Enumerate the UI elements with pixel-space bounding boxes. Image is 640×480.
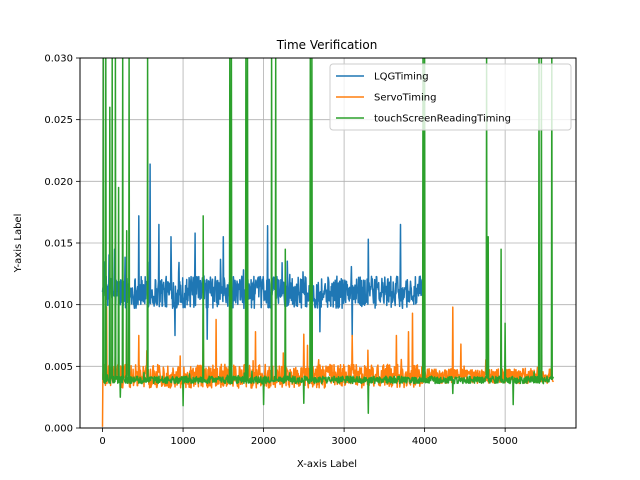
y-tick-label: 0.010: [44, 300, 73, 311]
legend-label: LQGTiming: [374, 72, 429, 83]
legend: LQGTiming ServoTiming touchScreenReadingTi…: [329, 63, 572, 131]
y-tick-label: 0.025: [44, 115, 73, 126]
x-tick-label: 2000: [251, 436, 276, 447]
legend-label: touchScreenReadingTiming: [374, 114, 511, 125]
y-tick-label: 0.005: [44, 362, 73, 373]
x-axis-ticks: 0 1000 2000 3000 4000 5000: [99, 428, 518, 447]
x-tick-label: 0: [99, 436, 105, 447]
x-tick-label: 5000: [492, 436, 517, 447]
series-group: [101, 58, 555, 427]
x-tick-label: 4000: [412, 436, 437, 447]
x-axis-label: X-axis Label: [297, 459, 357, 470]
y-tick-label: 0.020: [44, 177, 73, 188]
y-tick-label: 0.015: [44, 239, 73, 250]
legend-label: ServoTiming: [374, 93, 436, 104]
series-line-touchScreenReadingTiming: [102, 58, 555, 414]
x-tick-label: 3000: [331, 436, 356, 447]
series-line-LQGTiming: [101, 163, 426, 340]
y-tick-label: 0.000: [44, 424, 73, 435]
legend-box: [329, 63, 572, 131]
y-axis-label: Y-axis Label: [13, 214, 24, 274]
y-tick-label: 0.030: [44, 54, 73, 65]
y-axis-ticks: 0.000 0.005 0.010 0.015 0.020 0.025 0.030: [44, 54, 80, 435]
chart-title: Time Verification: [276, 38, 378, 52]
x-tick-label: 1000: [170, 436, 195, 447]
